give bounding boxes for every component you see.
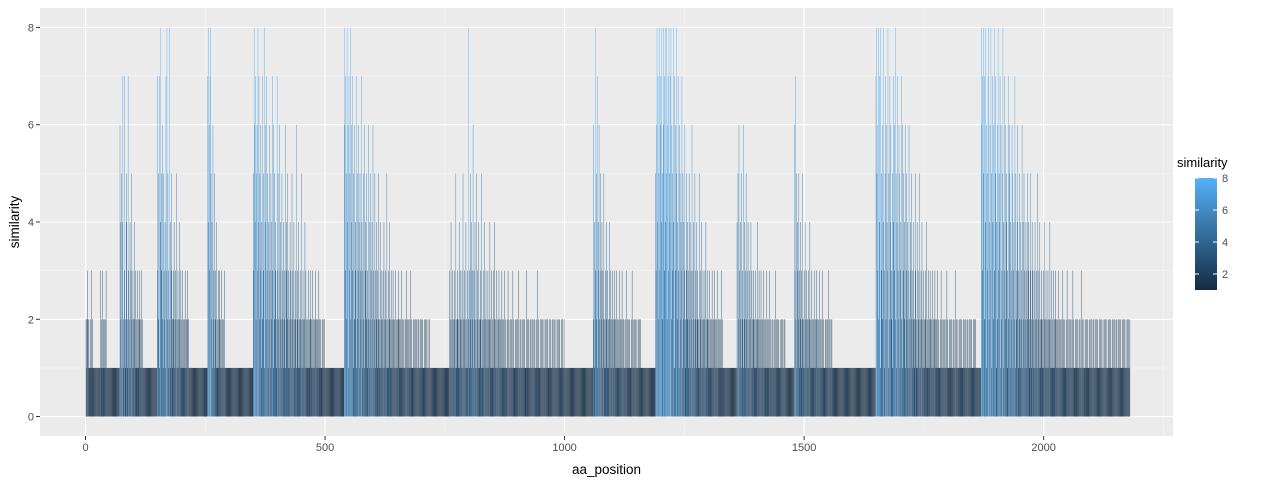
y-tick-label: 6 bbox=[28, 120, 34, 132]
y-tick-label: 2 bbox=[28, 314, 34, 326]
legend-ticks: 2 4 6 8 bbox=[1195, 173, 1228, 281]
legend-tick-label: 2 bbox=[1222, 269, 1228, 281]
legend-tick-label: 6 bbox=[1222, 205, 1228, 217]
legend: similarity 2 4 6 8 bbox=[1177, 155, 1228, 290]
y-tick-label: 8 bbox=[28, 22, 34, 34]
legend-tick-label: 4 bbox=[1222, 237, 1228, 249]
bars-group bbox=[85, 27, 1131, 417]
x-tick-label: 2000 bbox=[1031, 442, 1055, 454]
legend-colorbar bbox=[1195, 178, 1217, 290]
x-axis-title: aa_position bbox=[572, 462, 641, 477]
x-tick-label: 1000 bbox=[552, 442, 576, 454]
y-axis-title: similarity bbox=[7, 196, 22, 249]
x-tick-label: 1500 bbox=[792, 442, 816, 454]
grid-lines bbox=[40, 8, 1173, 436]
x-axis: 0 500 1000 1500 2000 bbox=[82, 436, 1056, 454]
x-tick-label: 0 bbox=[82, 442, 88, 454]
legend-title: similarity bbox=[1177, 155, 1228, 170]
y-tick-label: 0 bbox=[28, 412, 34, 424]
y-axis: 0 2 4 6 8 bbox=[28, 22, 40, 424]
y-tick-label: 4 bbox=[28, 217, 34, 229]
x-tick-label: 500 bbox=[316, 442, 334, 454]
legend-tick-label: 8 bbox=[1222, 173, 1228, 185]
